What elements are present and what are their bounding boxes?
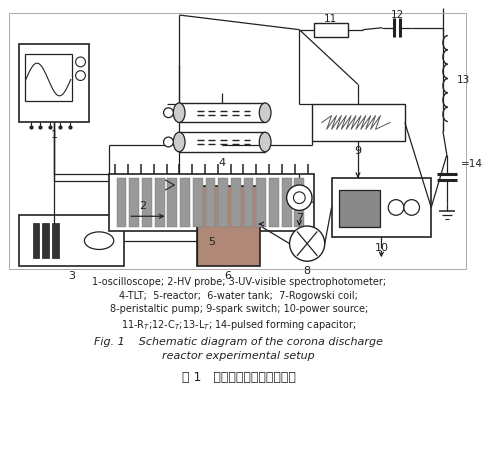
Polygon shape <box>166 181 174 191</box>
Circle shape <box>388 200 404 216</box>
Ellipse shape <box>85 233 114 250</box>
Ellipse shape <box>260 104 271 123</box>
Bar <box>314 24 348 37</box>
Bar <box>339 191 381 228</box>
Text: 8-peristaltic pump; 9-spark switch; 10-power source;: 8-peristaltic pump; 9-spark switch; 10-p… <box>110 303 368 313</box>
Bar <box>25 55 72 102</box>
Bar <box>231 179 241 228</box>
Text: 4-TLT;  5-reactor;  6-water tank;  7-Rogowski coil;: 4-TLT; 5-reactor; 6-water tank; 7-Rogows… <box>120 290 358 300</box>
Bar <box>256 179 266 228</box>
Text: 3: 3 <box>68 270 75 280</box>
Bar <box>155 179 165 228</box>
Bar <box>243 179 253 228</box>
Bar <box>180 179 190 228</box>
Bar <box>131 182 166 189</box>
Bar <box>331 179 431 237</box>
Bar <box>282 179 292 228</box>
Text: 7: 7 <box>296 213 303 223</box>
Bar <box>218 179 228 228</box>
Ellipse shape <box>174 104 185 123</box>
Bar <box>19 216 124 267</box>
Circle shape <box>287 186 312 211</box>
Text: 11-R$_T$;12-C$_T$;13-L$_T$; 14-pulsed forming capacitor;: 11-R$_T$;12-C$_T$;13-L$_T$; 14-pulsed fo… <box>121 317 356 331</box>
Circle shape <box>76 58 86 68</box>
Bar <box>168 179 177 228</box>
Bar <box>179 104 265 123</box>
Text: 1: 1 <box>51 130 58 140</box>
Bar <box>295 179 304 228</box>
Bar <box>114 181 131 191</box>
Circle shape <box>290 227 325 262</box>
Text: 1-oscilloscope; 2-HV probe; 3-UV-visible spectrophotometer;: 1-oscilloscope; 2-HV probe; 3-UV-visible… <box>92 276 386 286</box>
Text: 4: 4 <box>219 157 226 167</box>
Bar <box>109 175 314 232</box>
Circle shape <box>164 109 174 118</box>
Text: 2: 2 <box>139 200 147 210</box>
Text: 13: 13 <box>457 76 470 85</box>
Text: 11: 11 <box>324 14 337 24</box>
Text: 6: 6 <box>225 270 231 280</box>
Bar <box>52 223 59 259</box>
Bar <box>19 45 89 123</box>
Text: 8: 8 <box>304 265 311 275</box>
Ellipse shape <box>174 133 185 152</box>
Bar <box>197 187 260 267</box>
Bar <box>142 179 152 228</box>
Ellipse shape <box>260 133 271 152</box>
Text: 10: 10 <box>374 242 388 252</box>
Bar <box>269 179 279 228</box>
Text: 图 1   电晕放电试验装置示意图: 图 1 电晕放电试验装置示意图 <box>182 370 295 383</box>
Text: 9: 9 <box>354 146 362 156</box>
Text: 12: 12 <box>390 10 404 20</box>
Text: 5: 5 <box>208 236 215 246</box>
Bar <box>193 179 203 228</box>
Circle shape <box>164 138 174 147</box>
Bar <box>42 223 49 259</box>
Bar <box>206 179 215 228</box>
Bar <box>33 223 39 259</box>
Bar <box>179 133 265 152</box>
Bar <box>9 14 467 269</box>
Text: =14: =14 <box>461 158 483 168</box>
Circle shape <box>294 192 305 204</box>
Text: Fig. 1    Schematic diagram of the corona discharge: Fig. 1 Schematic diagram of the corona d… <box>94 337 383 347</box>
Bar <box>312 105 405 142</box>
Circle shape <box>76 71 86 81</box>
Text: reactor experimental setup: reactor experimental setup <box>162 350 315 360</box>
Bar <box>117 179 126 228</box>
Circle shape <box>404 200 419 216</box>
Bar <box>129 179 139 228</box>
